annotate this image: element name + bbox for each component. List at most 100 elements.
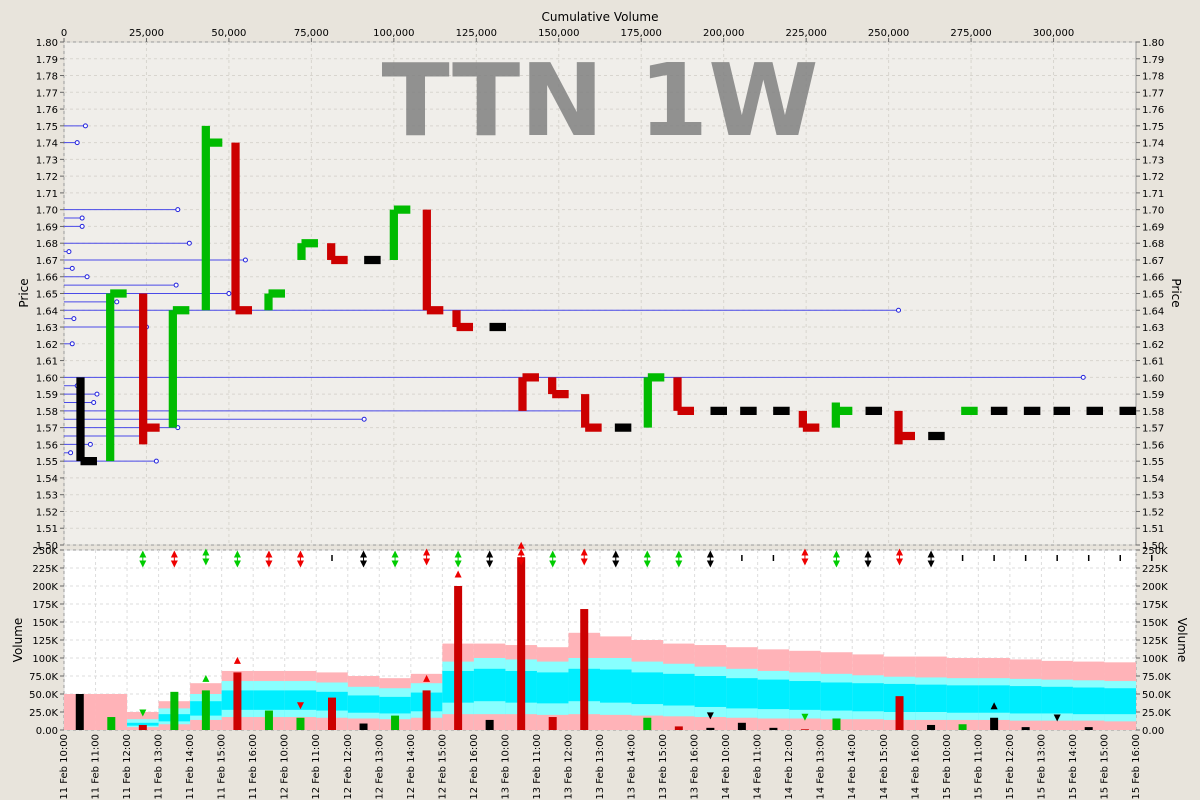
x-axis-label: 13 Feb 15:00 [658,734,669,800]
volume-bar [138,724,147,730]
top-tick-label: 200,000 [703,28,744,39]
price-bar [518,373,539,411]
signal-arrow-secondary [832,550,840,558]
volume-tick-label-right: 175K [1142,600,1168,611]
volume-tick-label-left: 100K [32,654,58,665]
volume-marker-arrow [233,656,241,664]
volume-tick-label-right: 225K [1142,564,1168,575]
price-tick-label-right: 1.70 [1142,206,1164,217]
price-bar [139,293,160,445]
signal-arrow [801,548,809,556]
volume-at-price-dot [175,207,181,213]
x-axis-label: 13 Feb 12:00 [563,734,574,800]
signal-arrow-secondary [706,550,714,558]
price-tick-label-left: 1.72 [36,172,58,183]
signal-arrow [832,560,840,568]
volume-marker-arrow [990,702,998,710]
price-tick-label-right: 1.74 [1142,139,1164,150]
price-tick-label-left: 1.67 [36,256,58,267]
top-tick-label: 275,000 [950,28,991,39]
price-tick-label-left: 1.66 [36,273,58,284]
signal-arrow-secondary [675,550,683,558]
price-tick-label-left: 1.50 [36,541,58,552]
price-tick-label-left: 1.79 [36,55,58,66]
price-tick-label-left: 1.60 [36,373,58,384]
signal-arrow-secondary [170,550,178,558]
volume-tick-label-right: 250K [1142,546,1168,557]
volume-at-price-dot [186,240,192,246]
price-tick-label-left: 1.73 [36,155,58,166]
volume-bar [927,724,936,730]
price-right-label: Price [1169,278,1183,307]
top-tick-label: 175,000 [621,28,662,39]
volume-marker-arrow [1053,714,1061,722]
signal-arrow-secondary [391,550,399,558]
x-axis-label: 11 Feb 15:00 [217,734,228,800]
price-tick-label-left: 1.57 [36,424,58,435]
price-tick-label-right: 1.64 [1142,306,1164,317]
volume-bar [643,717,652,730]
x-axis-label: 11 Feb 14:00 [185,734,196,800]
price-tick-label-left: 1.80 [36,38,58,49]
volume-bar [990,717,999,730]
volume-left-label: Volume [11,618,25,663]
price-bar [76,377,97,466]
signal-arrow [454,560,462,568]
price-tick-label-right: 1.76 [1142,105,1164,116]
volume-bar [517,557,526,730]
volume-tick-label-left: 125K [32,636,58,647]
price-tick-label-right: 1.63 [1142,323,1164,334]
price-tick-label-right: 1.78 [1142,72,1164,83]
x-axis-label: 15 Feb 13:00 [1036,734,1047,800]
x-axis-label: 13 Feb 11:00 [532,734,543,800]
signal-arrow-secondary [549,550,557,558]
volume-bar [328,697,336,730]
volume-bar [800,729,809,730]
price-tick-label-right: 1.59 [1142,390,1164,401]
volume-bar [706,727,715,730]
price-tick-label-right: 1.72 [1142,172,1164,183]
volume-tick-label-left: 200K [32,582,58,593]
top-tick-label: 300,000 [1033,28,1074,39]
price-tick-label-left: 1.51 [36,524,58,535]
x-axis-label: 15 Feb 10:00 [942,734,953,800]
x-axis-label: 13 Feb 14:00 [627,734,638,800]
volume-bar [296,717,305,730]
top-axis-label: Cumulative Volume [542,10,659,24]
price-tick-label-right: 1.55 [1142,457,1164,468]
volume-at-price-dot [68,450,74,456]
volume-at-price-dot [79,215,85,221]
signal-arrow-secondary [517,558,525,566]
volume-band-segment [663,716,695,730]
volume-band-segment [600,714,632,730]
price-tick-label-left: 1.58 [36,407,58,418]
price-tick-label-left: 1.71 [36,189,58,200]
price-tick-label-right: 1.77 [1142,88,1164,99]
volume-tick-label-right: 200K [1142,582,1168,593]
price-bar [894,410,916,445]
x-axis-label: 15 Feb 12:00 [1005,734,1016,800]
volume-bar [737,722,746,730]
price-tick-label-right: 1.61 [1142,357,1164,368]
signal-arrow [233,560,241,568]
volume-band-segment [1041,720,1073,730]
signal-arrow-secondary [864,550,872,558]
volume-tick-label-right: 50.0K [1142,690,1171,701]
volume-bar [75,694,84,730]
volume-bar [832,718,841,730]
top-tick-label: 75,000 [294,28,329,39]
price-tick-label-left: 1.53 [36,491,58,502]
x-axis-label: 13 Feb 10:00 [500,734,511,800]
signal-arrow [170,560,178,568]
x-axis-label: 13 Feb 13:00 [595,734,606,800]
x-axis-label: 11 Feb 13:00 [154,734,165,800]
signal-arrow [706,560,714,568]
price-tick-label-left: 1.61 [36,357,58,368]
volume-bar [454,586,463,730]
x-axis-label: 15 Feb 16:00 [1131,734,1142,800]
volume-at-price-dot [87,441,93,447]
signal-arrow [296,560,304,568]
volume-marker-arrow [296,702,304,710]
price-tick-label-left: 1.59 [36,390,58,401]
volume-band-segment [1009,720,1042,730]
